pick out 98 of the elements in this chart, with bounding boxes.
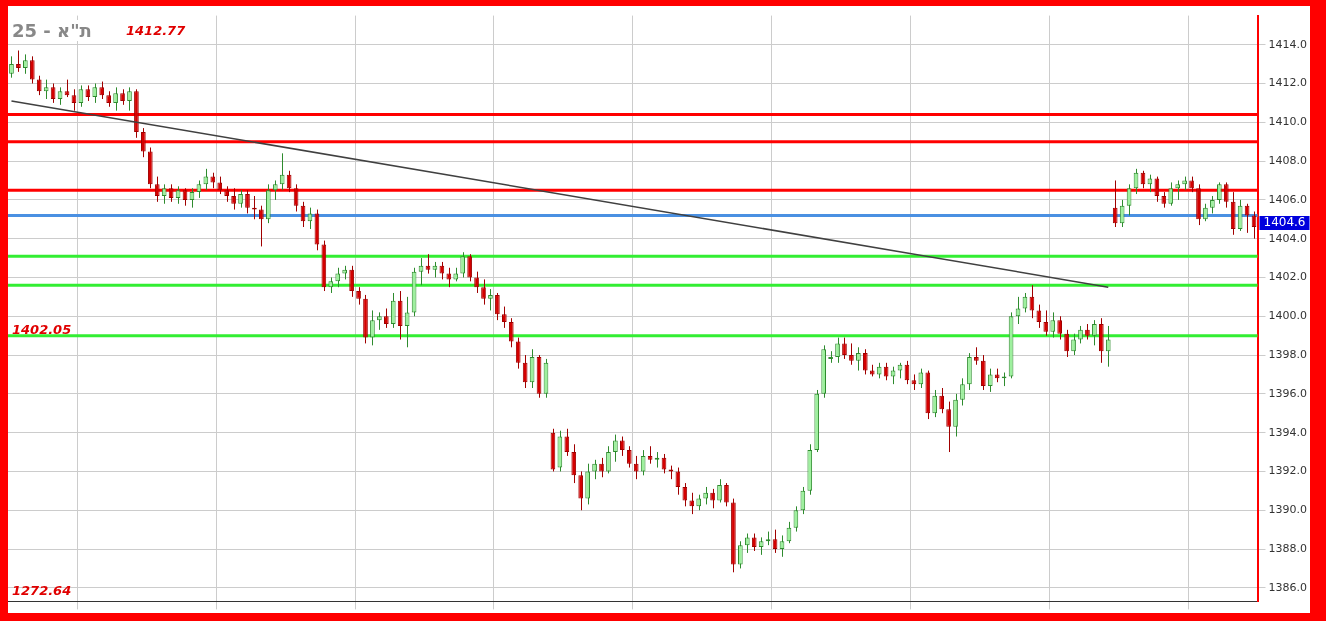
candlestick <box>1043 309 1049 337</box>
candlestick <box>578 470 584 511</box>
y-tick-label: 1390.0 <box>1268 503 1308 517</box>
candlestick <box>279 152 285 191</box>
candlestick <box>633 455 639 480</box>
candlestick <box>842 337 847 360</box>
candlestick <box>245 189 250 214</box>
candlestick <box>495 292 500 321</box>
candlestick <box>1223 181 1229 209</box>
y-tick-label: 1392.0 <box>1268 464 1308 478</box>
candlestick <box>383 308 389 329</box>
candlestick <box>592 459 597 480</box>
annotation: 1272.64 <box>12 582 72 598</box>
y-tick-label: 1408.0 <box>1268 153 1308 167</box>
y-tick-label: 1402.0 <box>1268 270 1308 284</box>
candlestick <box>620 436 625 457</box>
candlestick <box>606 445 611 474</box>
candlestick <box>1092 319 1097 346</box>
candlestick <box>29 55 35 84</box>
candlestick <box>835 337 840 364</box>
y-tick-label: 1414.0 <box>1268 37 1308 51</box>
candlestick <box>501 306 507 329</box>
candlestick <box>987 368 993 393</box>
candlestick <box>1168 181 1174 207</box>
candlestick <box>1112 179 1118 228</box>
candlestick <box>856 346 861 372</box>
candlestick <box>203 168 209 191</box>
candlestick <box>43 79 49 100</box>
candlestick <box>564 428 570 457</box>
candlestick <box>397 290 403 341</box>
candlestick <box>689 492 695 515</box>
y-tick-label: 1388.0 <box>1268 541 1308 555</box>
candlestick <box>1216 181 1222 205</box>
y-tick-label: 1398.0 <box>1268 347 1308 361</box>
candlestick <box>508 317 514 348</box>
candlestick <box>800 486 806 515</box>
candlestick <box>259 205 264 247</box>
annotation: 1402.05 <box>12 321 72 337</box>
candlestick <box>446 267 452 288</box>
candlestick <box>370 309 375 346</box>
candlestick <box>1071 333 1076 356</box>
candlestick <box>16 50 21 73</box>
candlestick <box>113 86 118 112</box>
candlestick <box>515 337 521 370</box>
candlestick <box>626 445 632 469</box>
candlestick <box>918 368 924 389</box>
y-tick-label: 1396.0 <box>1268 386 1308 400</box>
text: 1404.6 <box>1263 215 1306 230</box>
candlestick <box>744 533 750 554</box>
candlestick <box>980 354 986 391</box>
y-tick-label: 1394.0 <box>1268 425 1308 439</box>
y-tick-label: 1386.0 <box>1268 580 1308 594</box>
candlestick <box>9 55 14 79</box>
candlestick <box>946 401 951 453</box>
candlestick <box>862 348 868 375</box>
candlestick <box>724 482 729 507</box>
candlestick <box>488 288 493 311</box>
candlestick <box>599 457 604 478</box>
y-tick-label: 1410.0 <box>1268 115 1308 129</box>
candlestick <box>613 434 618 463</box>
annotation: 1412.77 <box>126 22 187 38</box>
candlestick <box>1050 311 1056 339</box>
candlestick <box>682 482 688 507</box>
candlestick <box>481 278 486 306</box>
candlestick <box>960 377 965 406</box>
candlestick <box>92 82 98 104</box>
candlestick <box>1105 325 1111 368</box>
candlestick <box>161 183 167 205</box>
candlestick <box>932 389 938 418</box>
candlestick <box>272 179 278 201</box>
candlestick <box>390 292 396 329</box>
candlestick <box>23 53 28 75</box>
y-tick-label: 1406.0 <box>1268 192 1308 206</box>
candlestick <box>154 176 160 203</box>
candlestick <box>141 127 146 158</box>
candlestick <box>717 478 722 503</box>
y-tick-label: 1404.0 <box>1268 231 1308 245</box>
candlestick <box>1057 315 1063 341</box>
candlestick <box>640 449 646 476</box>
candlestick <box>710 488 715 509</box>
candlestick <box>349 265 354 298</box>
candlestick <box>571 443 577 484</box>
y-tick-label: 1400.0 <box>1268 309 1308 323</box>
candlestick <box>467 253 472 282</box>
candlestick <box>1175 179 1181 201</box>
candlestick <box>939 387 945 414</box>
candlestick <box>36 75 42 96</box>
candlestick <box>1064 329 1069 358</box>
candlestick <box>849 342 854 366</box>
candlestick <box>231 187 236 211</box>
candlestick <box>522 354 528 389</box>
candlestick <box>127 86 132 112</box>
y-tick-label: 1412.0 <box>1268 76 1308 90</box>
candlestick <box>335 267 341 288</box>
chart-title: ת"א - 25 <box>12 20 92 41</box>
candlestick <box>474 271 479 294</box>
candlestick <box>460 251 466 278</box>
candlestick <box>738 540 743 569</box>
